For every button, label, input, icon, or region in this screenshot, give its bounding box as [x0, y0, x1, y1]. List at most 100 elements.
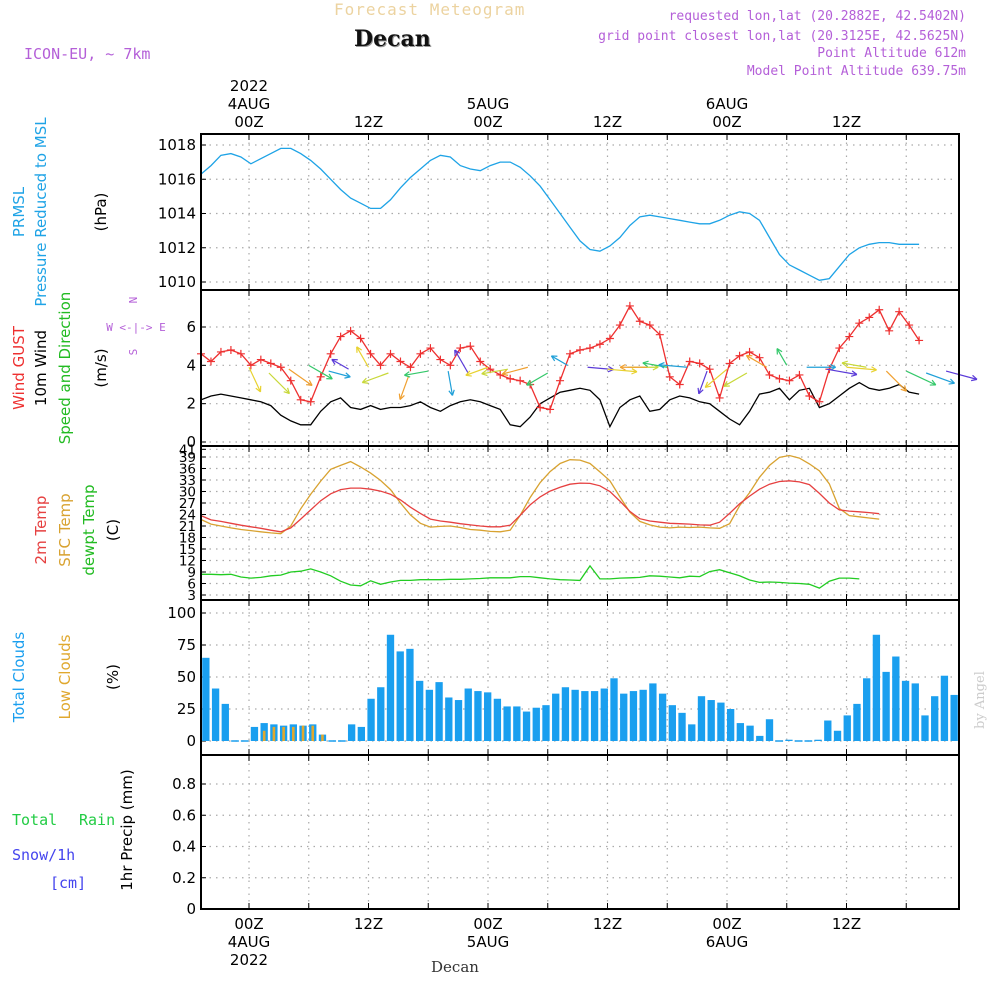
bottom-time-label: 00Z [712, 915, 741, 933]
cloud-bar [911, 683, 919, 741]
wind-yticks: 0 2 4 6 [186, 318, 206, 451]
wind-arrowhead [331, 358, 338, 365]
sfc-temp-label: SFC Temp [56, 493, 74, 566]
wind-arrow [698, 370, 708, 395]
cloud-bar [863, 678, 871, 741]
gust-marker [615, 321, 624, 330]
y-tick-label: 21 [179, 519, 196, 535]
point-altitude: Point Altitude 612m [817, 46, 966, 61]
low-cloud-bar [282, 726, 285, 741]
cloud-bar [202, 657, 210, 741]
cloud-bar [736, 723, 745, 741]
wind-arrow [551, 355, 568, 366]
top-time-label: 00Z [234, 113, 263, 131]
y-tick-label: 0.8 [172, 775, 196, 793]
y-tick-label: 0 [186, 900, 196, 918]
gust-marker [855, 319, 864, 328]
cloud-bar [552, 693, 560, 741]
wind-arrowhead [465, 370, 472, 377]
cloud-bar [785, 739, 793, 741]
cloud-bar [620, 693, 628, 741]
gust-marker [416, 349, 425, 358]
wind-arrowhead [841, 360, 848, 368]
bottom-time-label: 00Z [473, 915, 502, 933]
wind-arrowhead [255, 385, 262, 393]
cloud-bar [542, 705, 550, 741]
wind-arrowhead [929, 379, 937, 386]
y-tick-label: 18 [179, 531, 196, 547]
wind-arrow [447, 370, 454, 396]
y-tick-label: 25 [177, 700, 196, 718]
top-time-label: 12Z [832, 113, 861, 131]
gust-marker [296, 395, 305, 404]
gust-marker [216, 347, 225, 356]
cloud-bar [513, 706, 521, 741]
wind-arrow [362, 372, 389, 384]
y-tick-label: 24 [179, 508, 196, 524]
gust-marker [785, 376, 794, 385]
cloud-bar [921, 715, 929, 741]
wind-arrow [356, 346, 370, 368]
y-tick-label: 0 [186, 732, 196, 750]
compass-s: S [127, 349, 140, 356]
gust-marker [905, 321, 914, 330]
y-tick-label: 30 [179, 485, 196, 501]
gust-marker [576, 346, 584, 354]
cloud-bar [484, 692, 492, 741]
cloud-bar [425, 689, 434, 741]
wind-arrowhead [283, 387, 290, 395]
clouds-unit-label: (%) [104, 664, 122, 690]
cloud-bar [503, 706, 511, 741]
low-cloud-bar [321, 734, 324, 741]
gust-marker [625, 301, 634, 310]
gust-marker [775, 374, 784, 383]
cloud-bar [649, 683, 657, 741]
wind-desc-label: Speed and Direction [56, 292, 74, 445]
gust-label: Wind GUST [10, 325, 28, 410]
cloud-bar [561, 687, 570, 741]
wind-arrowhead [970, 374, 978, 382]
gust-marker [595, 340, 604, 349]
cloud-bar [522, 711, 531, 741]
precip-panel-frame [200, 754, 960, 910]
cloud-bar [581, 691, 589, 741]
wind-arrowhead [550, 355, 558, 362]
gust-marker [556, 376, 565, 385]
wind-arrowhead [356, 346, 363, 353]
wind-arrowhead [704, 381, 712, 389]
wind-arrows [248, 346, 978, 401]
cloud-bar [707, 700, 715, 741]
y-tick-label: 0.2 [172, 869, 196, 887]
cloud-bar [639, 689, 647, 741]
cloud-bar [406, 648, 414, 741]
cloud-bar [610, 678, 618, 741]
cloud-bar [853, 703, 861, 741]
cloud-bar [211, 688, 220, 741]
wind-arrow [328, 370, 351, 378]
wind-arrow [268, 372, 290, 394]
wind-arrow [776, 348, 788, 366]
requested-lonlat: requested lon,lat (20.2882E, 42.5402N) [668, 9, 966, 24]
gust-marker [735, 351, 744, 360]
bottom-time-label: 00Z [234, 915, 263, 933]
wind-arrowhead [526, 379, 533, 386]
wind-arrowhead [631, 368, 638, 375]
low-cloud-bar [311, 725, 315, 741]
cloud-bar [931, 696, 939, 741]
wind-arrow [501, 366, 528, 375]
bottom-time-label: 4AUG [228, 933, 270, 951]
cloud-bar [600, 688, 608, 741]
gust-marker [885, 326, 894, 335]
gust-marker [585, 344, 594, 353]
pressure-panel-frame [200, 133, 960, 291]
gust-marker [845, 332, 854, 341]
gust-marker [456, 344, 465, 353]
gust-marker [835, 344, 844, 353]
wind-arrow [248, 366, 262, 393]
gust-marker [805, 392, 814, 400]
gust-marker [695, 359, 704, 368]
wind-arrow [308, 364, 333, 380]
gust-marker [466, 342, 475, 351]
